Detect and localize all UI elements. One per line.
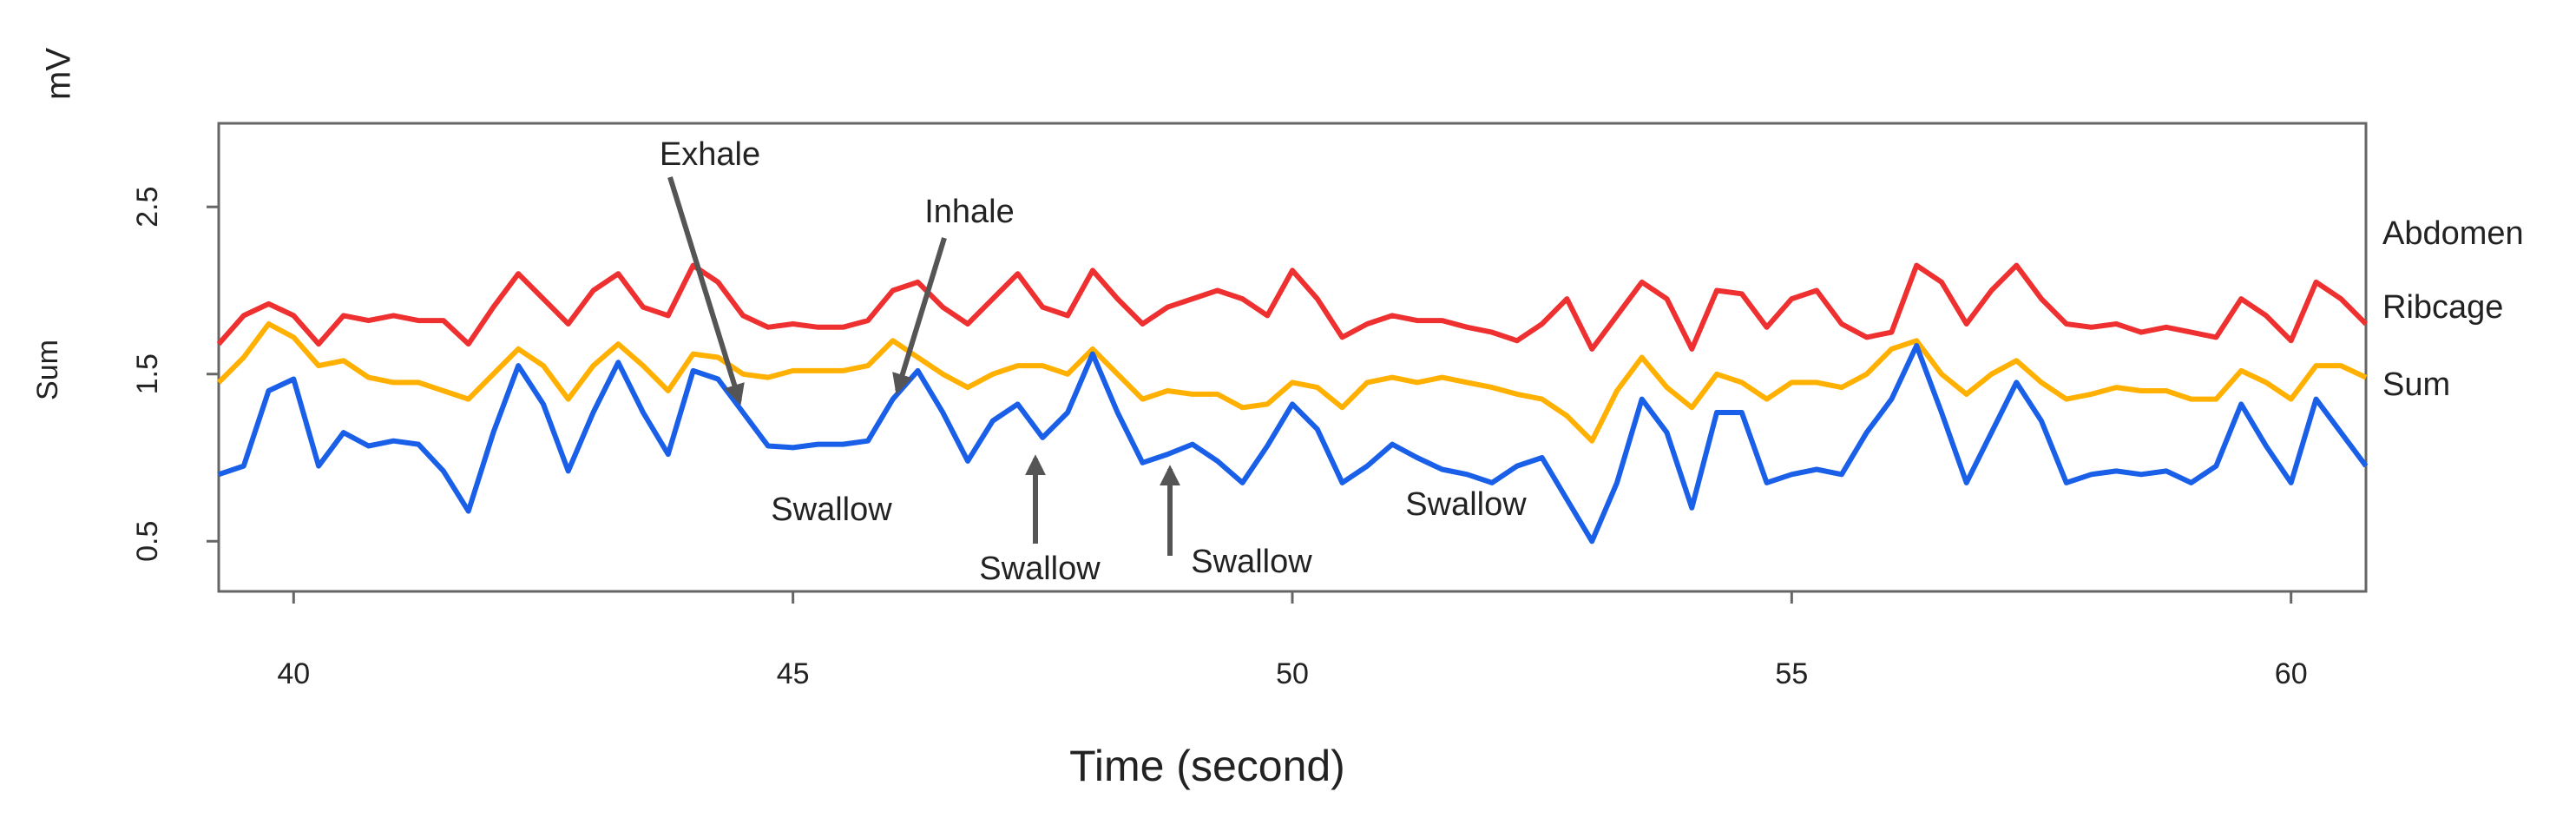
annotations: Exhale Inhale Swallow Swallow Swallow Sw… (660, 136, 1527, 587)
plot-area: 40 45 50 55 60 0.5 1.5 2.5 (131, 122, 2369, 690)
annotation: Inhale (924, 194, 1015, 230)
unit-label: mV (40, 48, 78, 100)
annotation: Exhale (660, 136, 760, 173)
x-tick-label: 45 (777, 657, 810, 690)
annotation: Swallow (979, 551, 1101, 587)
annotation: Swallow (1405, 486, 1527, 523)
series-line (216, 262, 2369, 352)
y-tick-label: 2.5 (131, 187, 164, 228)
y-tick-label: 1.5 (131, 353, 164, 394)
y-tick-label: 0.5 (131, 521, 164, 562)
annotation: Swallow (1191, 544, 1312, 580)
annotation-arrow (667, 176, 745, 406)
plot-frame (217, 122, 2368, 593)
legend-label: Abdomen (2382, 215, 2524, 252)
legend-label: Ribcage (2382, 289, 2503, 326)
annotation: Swallow (771, 492, 892, 528)
x-tick-label: 60 (2275, 657, 2308, 690)
x-axis-label: Time (second) (1069, 742, 1345, 790)
annotation-arrow (892, 237, 947, 395)
x-tick-label: 55 (1775, 657, 1808, 690)
y-axis-label: Sum (31, 340, 64, 400)
x-tick-label: 50 (1276, 657, 1309, 690)
series-line (216, 321, 2368, 444)
series-line (218, 343, 2369, 544)
legend-label: Sum (2382, 366, 2450, 403)
x-tick-label: 40 (277, 657, 310, 690)
